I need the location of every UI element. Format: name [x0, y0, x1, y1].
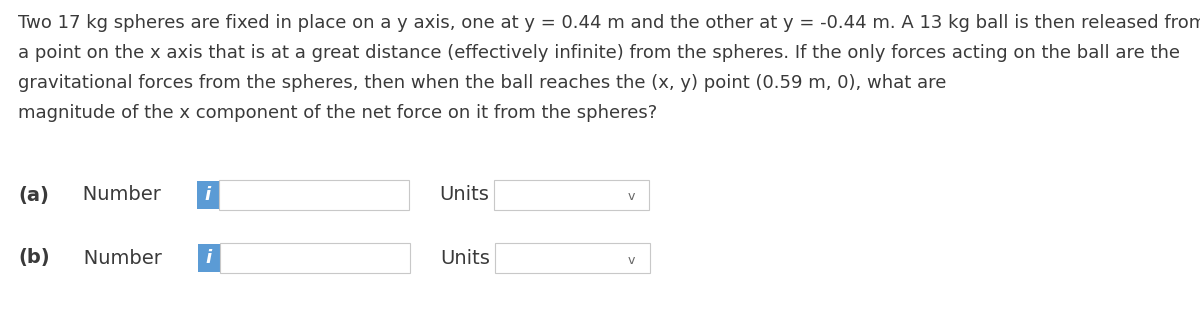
Text: (a): (a)	[18, 185, 49, 204]
Text: i: i	[205, 249, 212, 267]
Text: Number: Number	[64, 185, 161, 204]
FancyBboxPatch shape	[494, 180, 649, 210]
Text: v: v	[628, 254, 636, 267]
FancyBboxPatch shape	[494, 243, 650, 273]
Text: a point on the x axis that is at a great distance (effectively infinite) from th: a point on the x axis that is at a great…	[18, 44, 1180, 62]
Text: Two 17 kg spheres are fixed in place on a y axis, one at y = 0.44 m and the othe: Two 17 kg spheres are fixed in place on …	[18, 14, 1200, 32]
FancyBboxPatch shape	[197, 181, 218, 209]
FancyBboxPatch shape	[198, 244, 220, 272]
Text: Units: Units	[439, 185, 488, 204]
FancyBboxPatch shape	[218, 180, 409, 210]
Text: magnitude of the x component of the net force on it from the spheres?: magnitude of the x component of the net …	[18, 104, 658, 122]
Text: (b): (b)	[18, 249, 49, 268]
Text: gravitational forces from the spheres, then when the ball reaches the (x, y) poi: gravitational forces from the spheres, t…	[18, 74, 952, 92]
FancyBboxPatch shape	[220, 243, 410, 273]
Text: Number: Number	[65, 249, 162, 268]
Text: v: v	[628, 191, 635, 204]
Text: Units: Units	[440, 249, 490, 268]
Text: i: i	[205, 186, 211, 204]
